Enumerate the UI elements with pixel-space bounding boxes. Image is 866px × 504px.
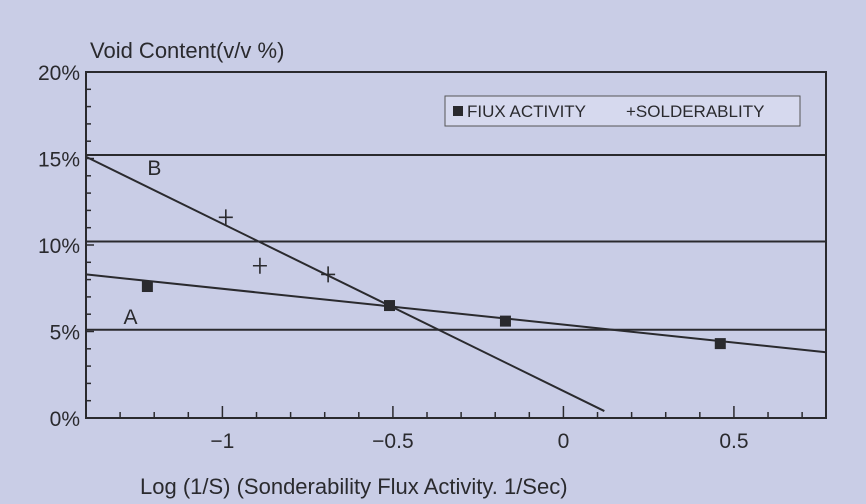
y-tick-label: 10% [38, 235, 80, 258]
x-tick-label: −0.5 [372, 430, 413, 453]
flux-activity-point [384, 300, 396, 312]
x-tick-label: −1 [210, 430, 234, 453]
fit-line-b [85, 155, 605, 412]
solderability-point [218, 209, 233, 226]
line-label-a: A [124, 306, 138, 329]
legend: FIUX ACTIVITY +SOLDERABLITY [444, 95, 801, 127]
legend-box [444, 95, 801, 127]
line-label-b: B [147, 157, 161, 180]
solderability-point [321, 266, 336, 283]
flux-activity-point [499, 315, 511, 327]
flux-activity-point [141, 281, 153, 293]
x-tick-label: 0 [558, 430, 570, 453]
x-tick-label: 0.5 [719, 430, 748, 453]
flux-activity-point [714, 338, 726, 350]
legend-solderability: +SOLDERABLITY [626, 102, 764, 121]
legend-flux-activity: FIUX ACTIVITY [467, 102, 586, 121]
y-tick-label: 5% [50, 322, 80, 345]
legend-square-marker [453, 106, 463, 116]
y-axis-label: Void Content(v/v %) [90, 38, 284, 63]
y-tick-label: 20% [38, 62, 80, 85]
solderability-point [252, 257, 267, 274]
fit-line-a [85, 273, 827, 354]
x-axis-label: Log (1/S) (Sonderability Flux Activity. … [140, 474, 568, 499]
y-tick-label: 15% [38, 149, 80, 172]
y-tick-label: 0% [50, 408, 80, 431]
